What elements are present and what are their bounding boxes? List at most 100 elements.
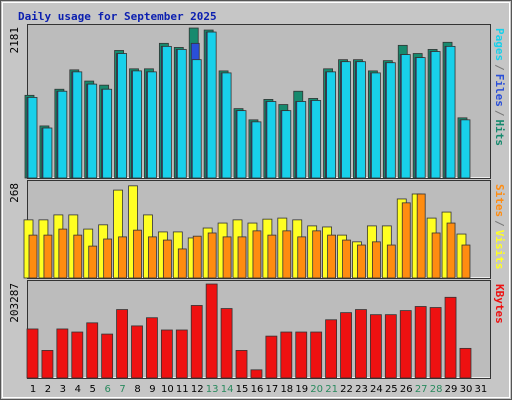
x-tick-label: 20 <box>310 384 323 395</box>
x-tick-label: 2 <box>45 384 51 395</box>
bar <box>177 248 187 279</box>
bar <box>192 235 202 279</box>
bar <box>295 331 308 379</box>
bar <box>400 54 411 179</box>
bar <box>101 333 114 379</box>
bar <box>371 241 381 279</box>
legend: Pages / Files / Hits <box>493 28 506 146</box>
bar <box>27 97 38 179</box>
x-tick-label: 27 <box>415 384 428 395</box>
bar <box>235 350 248 379</box>
x-tick-label: 14 <box>221 384 234 395</box>
legend: KBytes <box>493 284 506 324</box>
bar <box>117 53 127 179</box>
legend-entry: Visits <box>493 230 506 270</box>
x-tick-label: 21 <box>325 384 338 395</box>
bar <box>385 62 396 179</box>
x-tick-label: 10 <box>161 384 174 395</box>
bar <box>57 90 68 179</box>
bar <box>430 51 441 179</box>
bar <box>191 59 202 179</box>
bar <box>222 236 232 279</box>
bar <box>342 239 351 279</box>
bar <box>116 309 128 379</box>
legend: Sites / Visits <box>493 184 506 270</box>
x-tick-label: 8 <box>134 384 140 395</box>
x-tick-label: 25 <box>385 384 398 395</box>
bar <box>58 228 68 279</box>
x-tick-label: 24 <box>370 384 383 395</box>
bar <box>445 45 456 179</box>
bar <box>416 193 426 279</box>
x-tick-label: 31 <box>475 384 488 395</box>
y-tick-label: 203287 <box>8 283 21 323</box>
x-tick-label: 23 <box>355 384 368 395</box>
bar <box>431 232 441 279</box>
bar <box>148 236 157 279</box>
bar <box>250 369 263 379</box>
bar <box>206 31 217 179</box>
bar <box>88 245 98 279</box>
bar <box>297 236 307 279</box>
bar <box>236 110 247 179</box>
y-tick-label: 268 <box>8 183 21 203</box>
bar <box>207 232 217 279</box>
bar <box>102 88 113 179</box>
bar <box>341 61 351 179</box>
bar <box>28 234 38 279</box>
bar <box>444 296 457 379</box>
x-tick-label: 1 <box>30 384 36 395</box>
chart-title: Daily usage for September 2025 <box>18 10 217 23</box>
bar <box>86 322 99 379</box>
bar <box>131 325 143 379</box>
bar <box>265 335 278 379</box>
bar <box>446 222 456 279</box>
x-tick-label: 6 <box>104 384 110 395</box>
legend-separator: / <box>493 220 506 227</box>
x-tick-label: 3 <box>60 384 66 395</box>
bar <box>401 202 411 279</box>
bar <box>133 229 142 279</box>
legend-entry: Sites <box>493 184 506 217</box>
bar <box>459 347 472 379</box>
y-tick-label: 2181 <box>8 27 21 54</box>
x-tick-label: 15 <box>236 384 249 395</box>
bar <box>87 83 98 179</box>
x-tick-label: 5 <box>90 384 96 395</box>
bar <box>414 306 427 379</box>
bar <box>26 328 39 379</box>
bar <box>252 230 262 279</box>
bar <box>266 101 277 179</box>
x-tick-label: 16 <box>251 384 264 395</box>
bar <box>41 350 54 379</box>
x-tick-label: 29 <box>445 384 458 395</box>
bar <box>311 100 322 179</box>
bar <box>386 244 396 279</box>
x-tick-label: 22 <box>340 384 353 395</box>
bar <box>176 49 187 179</box>
bar <box>327 234 337 279</box>
bar <box>460 119 471 179</box>
bar <box>42 127 53 179</box>
bar <box>356 61 366 179</box>
bar <box>325 319 338 379</box>
bar <box>161 45 172 179</box>
bar <box>103 238 113 279</box>
bar <box>251 121 262 179</box>
x-tick-label: 19 <box>295 384 308 395</box>
legend-separator: / <box>493 110 506 117</box>
x-tick-label: 9 <box>149 384 155 395</box>
x-tick-label: 17 <box>266 384 279 395</box>
bar <box>461 244 471 279</box>
bar <box>118 236 127 279</box>
bar <box>312 230 322 279</box>
bar <box>340 312 352 379</box>
bar <box>72 71 83 179</box>
bar <box>282 230 292 279</box>
bar <box>147 71 157 179</box>
bar <box>71 331 84 379</box>
bar <box>43 234 53 279</box>
x-tick-label: 4 <box>75 384 81 395</box>
